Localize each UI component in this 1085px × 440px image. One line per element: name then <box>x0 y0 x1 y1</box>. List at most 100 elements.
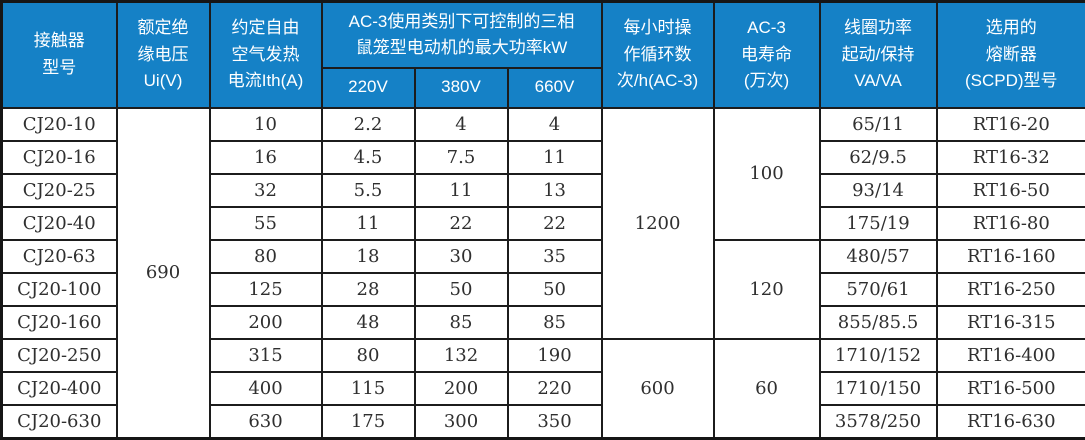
cell-coil-power: 93/14 <box>818 172 938 208</box>
cell-power-660v: 85 <box>506 304 603 340</box>
cell-power-220v: 80 <box>320 337 416 373</box>
cell-fuse-type: RT16-20 <box>935 106 1085 142</box>
cell-power-660v: 22 <box>506 205 603 241</box>
cell-electrical-life: 120 <box>712 238 821 340</box>
cell-model: CJ20-63 <box>0 238 118 274</box>
cell-power-380v: 300 <box>413 403 509 440</box>
cell-power-220v: 175 <box>320 403 416 440</box>
cell-power-220v: 48 <box>320 304 416 340</box>
cell-model: CJ20-40 <box>0 205 118 241</box>
cell-fuse-type: RT16-315 <box>935 304 1085 340</box>
cell-power-660v: 50 <box>506 271 603 307</box>
cell-coil-power: 1710/152 <box>818 337 938 373</box>
cell-power-380v: 7.5 <box>413 139 509 175</box>
header-coil-power: 线圈功率 起动/保持 VA/VA <box>818 0 938 109</box>
cell-cycles-per-hour: 600 <box>600 337 715 440</box>
cell-model: CJ20-25 <box>0 172 118 208</box>
cell-power-660v: 4 <box>506 106 603 142</box>
cell-fuse-type: RT16-250 <box>935 271 1085 307</box>
cell-power-380v: 85 <box>413 304 509 340</box>
cell-power-660v: 35 <box>506 238 603 274</box>
cell-power-220v: 2.2 <box>320 106 416 142</box>
cell-power-660v: 190 <box>506 337 603 373</box>
cell-model: CJ20-10 <box>0 106 118 142</box>
cell-thermal-current: 315 <box>208 337 323 373</box>
table-row: CJ20-250 315 80 132 190 600 60 1710/152 … <box>0 337 1085 440</box>
cell-fuse-type: RT16-32 <box>935 139 1085 175</box>
table-row: CJ20-400 400 115 200 220 1710/150 RT16-5… <box>0 370 1085 406</box>
header-model: 接触器 型号 <box>0 0 118 109</box>
cell-thermal-current: 10 <box>208 106 323 142</box>
cell-fuse-type: RT16-400 <box>935 337 1085 373</box>
cell-fuse-type: RT16-160 <box>935 238 1085 274</box>
table-row: CJ20-25 32 5.5 11 13 93/14 RT16-50 <box>0 172 1085 208</box>
cell-coil-power: 855/85.5 <box>818 304 938 340</box>
cell-thermal-current: 125 <box>208 271 323 307</box>
cell-coil-power: 62/9.5 <box>818 139 938 175</box>
cell-electrical-life: 100 <box>712 106 821 241</box>
table-row: CJ20-16 16 4.5 7.5 11 62/9.5 RT16-32 <box>0 139 1085 175</box>
header-220v: 220V <box>320 66 416 109</box>
cell-thermal-current: 630 <box>208 403 323 440</box>
cell-power-220v: 18 <box>320 238 416 274</box>
cell-fuse-type: RT16-80 <box>935 205 1085 241</box>
cell-fuse-type: RT16-50 <box>935 172 1085 208</box>
header-insulation-voltage: 额定绝 缘电压 Ui(V) <box>115 0 211 109</box>
cell-model: CJ20-250 <box>0 337 118 373</box>
cell-thermal-current: 200 <box>208 304 323 340</box>
cell-power-220v: 4.5 <box>320 139 416 175</box>
cell-power-660v: 13 <box>506 172 603 208</box>
cell-model: CJ20-630 <box>0 403 118 440</box>
header-row-sub: 220V 380V 660V <box>2 66 1085 109</box>
table-row: CJ20-10 690 10 2.2 4 4 1200 100 65/11 RT… <box>0 106 1085 440</box>
cell-model: CJ20-400 <box>0 370 118 406</box>
cell-power-380v: 200 <box>413 370 509 406</box>
table-row: CJ20-100 125 28 50 50 570/61 RT16-250 <box>0 271 1085 307</box>
cell-power-220v: 28 <box>320 271 416 307</box>
cell-power-220v: 115 <box>320 370 416 406</box>
table-row: CJ20-630 630 175 300 350 3578/250 RT16-6… <box>0 403 1085 440</box>
cell-power-220v: 11 <box>320 205 416 241</box>
cell-power-660v: 350 <box>506 403 603 440</box>
cell-fuse-type: RT16-500 <box>935 370 1085 406</box>
cell-thermal-current: 32 <box>208 172 323 208</box>
cell-power-220v: 5.5 <box>320 172 416 208</box>
cell-electrical-life: 60 <box>712 337 821 440</box>
header-thermal-current: 约定自由 空气发热 电流Ith(A) <box>208 0 323 109</box>
cell-power-660v: 11 <box>506 139 603 175</box>
header-380v: 380V <box>413 66 509 109</box>
table-row: CJ20-63 80 18 30 35 120 480/57 RT16-160 <box>0 238 1085 340</box>
cell-model: CJ20-16 <box>0 139 118 175</box>
cell-power-380v: 11 <box>413 172 509 208</box>
cell-power-660v: 220 <box>506 370 603 406</box>
table-row: CJ20-40 55 11 22 22 175/19 RT16-80 <box>0 205 1085 241</box>
header-cycles-per-hour: 每小时操 作循环数 次/h(AC-3) <box>600 0 715 109</box>
cell-coil-power: 480/57 <box>818 238 938 274</box>
cell-model: CJ20-100 <box>0 271 118 307</box>
cell-coil-power: 1710/150 <box>818 370 938 406</box>
cell-power-380v: 30 <box>413 238 509 274</box>
table-row: CJ20-160 200 48 85 85 855/85.5 RT16-315 <box>0 304 1085 340</box>
cell-power-380v: 132 <box>413 337 509 373</box>
cell-cycles-per-hour: 1200 <box>600 106 715 340</box>
header-660v: 660V <box>506 66 603 109</box>
header-fuse-type: 选用的 熔断器 (SCPD)型号 <box>935 0 1085 109</box>
cell-power-380v: 4 <box>413 106 509 142</box>
cell-power-380v: 50 <box>413 271 509 307</box>
cell-power-380v: 22 <box>413 205 509 241</box>
cell-coil-power: 65/11 <box>818 106 938 142</box>
cell-thermal-current: 16 <box>208 139 323 175</box>
cell-thermal-current: 55 <box>208 205 323 241</box>
header-row-top: 接触器 型号 额定绝 缘电压 Ui(V) 约定自由 空气发热 电流Ith(A) … <box>0 0 1085 109</box>
cell-coil-power: 570/61 <box>818 271 938 307</box>
cell-coil-power: 3578/250 <box>818 403 938 440</box>
cell-model: CJ20-160 <box>0 304 118 340</box>
cell-fuse-type: RT16-630 <box>935 403 1085 440</box>
cell-thermal-current: 80 <box>208 238 323 274</box>
cell-thermal-current: 400 <box>208 370 323 406</box>
header-max-power-group: AC-3使用类别下可控制的三相 鼠笼型电动机的最大功率kW <box>320 0 603 69</box>
cell-insulation-voltage: 690 <box>115 106 211 440</box>
header-electrical-life: AC-3 电寿命 (万次) <box>712 0 821 109</box>
cell-coil-power: 175/19 <box>818 205 938 241</box>
